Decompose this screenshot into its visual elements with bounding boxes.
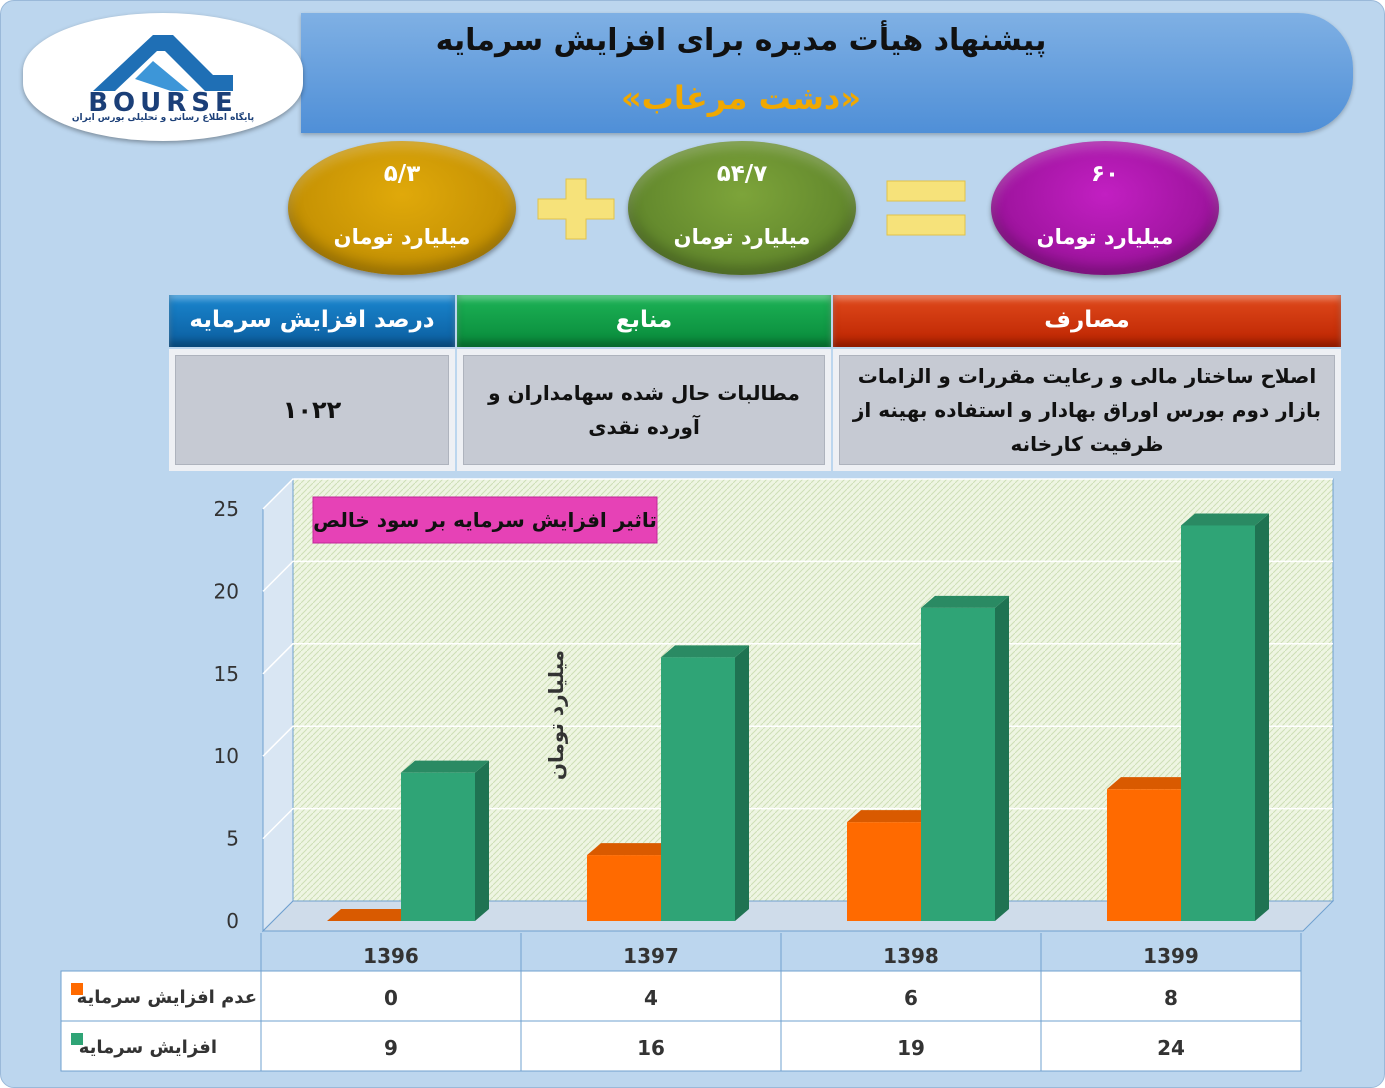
bar-front <box>401 772 475 921</box>
uses-header: مصارف <box>833 295 1341 347</box>
bar-top <box>1107 777 1195 790</box>
sources-header: منابع <box>457 295 831 347</box>
total-unit: میلیارد تومان <box>1036 225 1174 249</box>
x-category-label: 1398 <box>883 944 939 968</box>
uses-cell: اصلاح ساختار مالی و رعایت مقررات و الزام… <box>833 349 1341 471</box>
chart-title: تاثیر افزایش سرمایه بر سود خالص <box>313 508 657 532</box>
total-value: ۶۰ <box>1090 161 1120 187</box>
y-tick-label: 0 <box>226 909 239 933</box>
percent-cell: ۱۰۲۲ <box>169 349 455 471</box>
bar-front <box>1181 525 1255 921</box>
y-axis-label: میلیارد تومان <box>544 650 568 780</box>
receivables-unit: میلیارد تومان <box>673 225 811 249</box>
bar-increase <box>1181 513 1269 921</box>
total-capital-ellipse: ۶۰ میلیارد تومان <box>991 141 1219 275</box>
logo-mark-icon: BOURSE <box>88 35 238 118</box>
y-tick-label: 5 <box>226 827 239 851</box>
y-axis-ticks: 0 5 10 15 20 25 <box>214 497 239 933</box>
page-subtitle: «دشت مرغاب» <box>621 79 861 117</box>
plus-icon <box>537 178 615 240</box>
logo-text: BOURSE <box>88 88 238 118</box>
data-table-value: 9 <box>384 1036 398 1060</box>
bar-top <box>327 909 415 921</box>
chart-title-box <box>312 496 658 544</box>
bar-side <box>475 760 489 921</box>
legend-label-increase: افزایش سرمایه <box>79 1037 217 1058</box>
bar-front <box>847 822 921 921</box>
bar-no-increase <box>327 909 415 921</box>
cash-contribution-ellipse: ۵/۳ میلیارد تومان <box>288 141 516 275</box>
bar-increase <box>921 595 1009 921</box>
y-tick-label: 15 <box>214 662 239 686</box>
bar-side <box>1255 513 1269 921</box>
receivables-ellipse: ۵۴/۷ میلیارد تومان <box>628 141 856 275</box>
logo: BOURSE پایگاه اطلاع رسانی و تحلیلی بورس … <box>23 13 303 141</box>
bar-top <box>847 810 935 823</box>
data-table-value: 4 <box>644 986 658 1010</box>
equals-icon <box>886 180 966 236</box>
y-tick-label: 25 <box>214 497 239 521</box>
data-table-value: 24 <box>1157 1036 1185 1060</box>
bar-top <box>1181 513 1269 526</box>
bar-no-increase <box>847 810 935 921</box>
data-table-value: 19 <box>897 1036 925 1060</box>
net-profit-chart: 0 5 10 15 20 25 تاثیر افزایش سرمایه بر سود خا… <box>60 477 1335 1072</box>
bar-top <box>921 595 1009 608</box>
gridline <box>262 478 1333 510</box>
page-title: پیشنهاد هیأت مدیره برای افزایش سرمایه <box>435 23 1047 58</box>
legend-label-no-increase: عدم افزایش سرمایه <box>77 987 257 1008</box>
data-table-value: 8 <box>1164 986 1178 1010</box>
chart-floor <box>261 900 1335 932</box>
logo-tagline: پایگاه اطلاع رسانی و تحلیلی بورس ایران <box>71 113 255 123</box>
bar-increase <box>661 645 749 921</box>
x-category-label: 1397 <box>623 944 679 968</box>
bar-front <box>587 855 661 921</box>
bar-top <box>401 760 489 773</box>
bar-side <box>995 595 1009 921</box>
cash-unit: میلیارد تومان <box>333 225 471 249</box>
bar-front <box>661 657 735 921</box>
chart-side-wall <box>262 477 294 933</box>
y-tick-label: 20 <box>214 579 239 603</box>
data-table: عدم افزایش سرمایه افزایش سرمایه 1396 0 9 13… <box>60 933 1302 1072</box>
y-tick-label: 10 <box>214 744 239 768</box>
bar-side <box>735 645 749 921</box>
header-band <box>301 13 1353 133</box>
bar-top <box>661 645 749 658</box>
sources-cell: مطالبات حال شده سهامداران و آورده نقدی <box>457 349 831 471</box>
data-table-value: 6 <box>904 986 918 1010</box>
percent-header: درصد افزایش سرمایه <box>169 295 455 347</box>
legend-swatch-increase <box>71 1033 83 1045</box>
x-category-label: 1399 <box>1143 944 1199 968</box>
cash-value: ۵/۳ <box>383 161 421 187</box>
bar-front <box>921 607 995 921</box>
bar-top <box>587 843 675 856</box>
gridline <box>262 560 1333 592</box>
bars <box>327 513 1269 921</box>
receivables-value: ۵۴/۷ <box>716 161 768 187</box>
data-table-value: 0 <box>384 986 398 1010</box>
bar-increase <box>401 760 489 921</box>
x-category-label: 1396 <box>363 944 419 968</box>
bar-front <box>1107 789 1181 921</box>
legend-swatch-no-increase <box>71 983 83 995</box>
data-table-value: 16 <box>637 1036 665 1060</box>
